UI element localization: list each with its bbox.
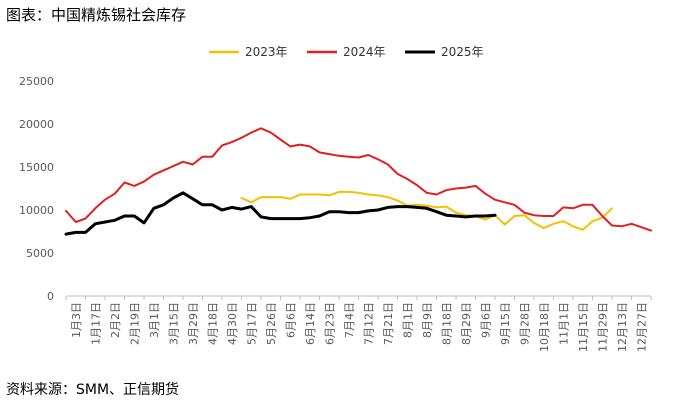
x-tick-label-19: 8月18日 <box>440 302 453 345</box>
x-tick-label-27: 11月29日 <box>596 302 609 352</box>
x-tick-label-3: 2月19日 <box>128 302 141 345</box>
series-line-2025年 <box>64 191 497 236</box>
x-tick-label-15: 7月12日 <box>362 302 375 345</box>
y-tick-label-4: 20000 <box>19 118 54 131</box>
legend: 2023年 2024年 2025年 <box>209 45 484 59</box>
x-tick-label-1: 1月17日 <box>89 302 102 345</box>
x-tick-label-21: 9月6日 <box>479 302 492 338</box>
x-tick-label-26: 11月15日 <box>577 302 590 352</box>
y-axis: 0 5000 10000 15000 20000 25000 <box>19 75 54 303</box>
x-tick-label-2: 2月2日 <box>109 302 122 338</box>
x-tick-label-12: 6月14日 <box>304 302 317 345</box>
x-tick-label-25: 11月1日 <box>557 302 570 345</box>
x-tick-label-29: 12月27日 <box>635 302 648 352</box>
x-tick-label-20: 8月29日 <box>460 302 473 345</box>
legend-label-2025年: 2025年 <box>441 45 484 59</box>
series-line-2023年 <box>240 190 613 231</box>
legend-label-2024年: 2024年 <box>343 45 386 59</box>
x-tick-label-11: 6月6日 <box>284 302 297 338</box>
x-axis: 1月3日 1月17日 2月2日 2月19日 3月1日 3月15日 3月29日 4月18日 4月3… <box>65 295 652 352</box>
y-tick-label-2: 10000 <box>19 204 54 217</box>
x-tick-label-23: 9月28日 <box>518 302 531 345</box>
x-tick-label-28: 12月13日 <box>616 302 629 352</box>
series-line-2024年 <box>65 127 652 232</box>
x-tick-label-4: 3月1日 <box>148 302 161 338</box>
x-tick-label-24: 10月18日 <box>538 302 551 352</box>
y-tick-label-3: 15000 <box>19 161 54 174</box>
x-tick-label-9: 5月17日 <box>245 302 258 345</box>
x-tick-label-16: 7月21日 <box>382 302 395 345</box>
chart-title: 图表：中国精炼锡社会库存 <box>6 6 187 24</box>
x-tick-label-8: 4月30日 <box>226 302 239 345</box>
x-tick-label-5: 3月15日 <box>167 302 180 345</box>
series-lines <box>64 127 652 236</box>
x-tick-label-0: 1月3日 <box>70 302 83 338</box>
x-tick-label-13: 6月23日 <box>323 302 336 345</box>
x-tick-label-14: 7月4日 <box>343 302 356 338</box>
x-tick-label-18: 8月9日 <box>421 302 434 338</box>
y-tick-label-1: 5000 <box>26 247 54 260</box>
x-tick-label-17: 8月1日 <box>401 302 414 338</box>
x-tick-label-7: 4月18日 <box>206 302 219 345</box>
x-tick-label-10: 5月26日 <box>265 302 278 345</box>
source-note: 资料来源：SMM、正信期货 <box>6 382 180 398</box>
x-tick-label-22: 9月15日 <box>499 302 512 345</box>
legend-label-2023年: 2023年 <box>245 45 288 59</box>
y-tick-label-0: 0 <box>47 290 54 303</box>
x-tick-label-6: 3月29日 <box>187 302 200 345</box>
y-tick-label-5: 25000 <box>19 75 54 88</box>
